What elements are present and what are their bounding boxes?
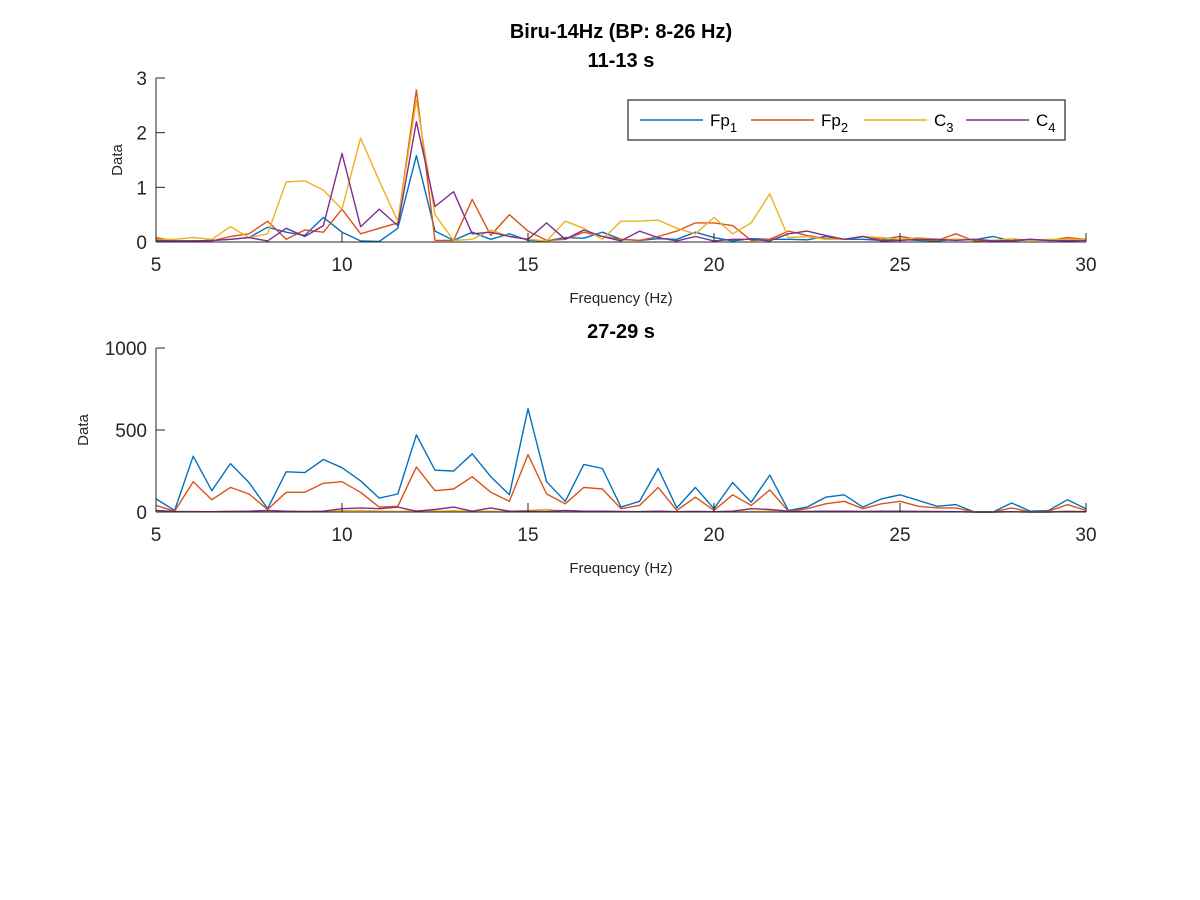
series-line-fp1-bottom [155, 408, 1087, 513]
legend-label-fp2: Fp2 [821, 111, 848, 135]
x-tick-label-bottom: 25 [889, 525, 910, 546]
legend-label-c3: C3 [934, 111, 954, 135]
subplot-top-series [155, 89, 1087, 243]
subplot-bottom-title: 27-29 s [587, 321, 655, 343]
series-line-fp2-bottom [155, 453, 1087, 513]
y-tick-label-top: 0 [136, 233, 147, 254]
subplot-top-ticks: 5 10 15 20 25 30 0 1 2 3 [136, 69, 1096, 276]
legend-label-c4: C4 [1036, 111, 1056, 135]
y-tick-label-bottom: 500 [115, 421, 147, 442]
subplot-bottom-ticks: 5 10 15 20 25 30 0 500 1000 [105, 339, 1097, 546]
x-tick-label-bottom: 10 [331, 525, 352, 546]
y-tick-label-bottom: 1000 [105, 339, 147, 360]
x-tick-label-bottom: 5 [151, 525, 162, 546]
figure-suptitle: Biru-14Hz (BP: 8-26 Hz) [510, 21, 732, 43]
subplot-top-xlabel: Frequency (Hz) [569, 290, 672, 307]
subplot-top-title: 11-13 s [588, 50, 655, 72]
x-tick-label-bottom: 20 [703, 525, 724, 546]
legend-entry-fp2: Fp2 [751, 111, 848, 135]
legend-entry-c4: C4 [966, 111, 1056, 135]
subplot-bottom-xlabel: Frequency (Hz) [569, 560, 672, 577]
legend-entry-fp1: Fp1 [640, 111, 737, 135]
y-tick-label-top: 2 [136, 124, 147, 145]
x-tick-label-top: 20 [703, 255, 724, 276]
legend-label-fp1: Fp1 [710, 111, 737, 135]
y-tick-label-top: 1 [136, 178, 147, 199]
subplot-bottom: 27-29 s 5 10 15 20 25 30 0 500 1000 Frequency (H… [75, 321, 1097, 577]
x-tick-label-top: 30 [1075, 255, 1096, 276]
x-tick-label-bottom: 30 [1075, 525, 1096, 546]
subplot-top: 11-13 s 5 10 15 20 25 30 0 1 2 3 Frequency (Hz) D… [109, 50, 1097, 307]
x-tick-label-bottom: 15 [517, 525, 538, 546]
subplot-top-ylabel: Data [109, 144, 126, 176]
x-tick-label-top: 25 [889, 255, 910, 276]
subplot-bottom-ylabel: Data [75, 414, 92, 446]
x-tick-label-top: 15 [517, 255, 538, 276]
y-tick-label-top: 3 [136, 69, 147, 90]
x-tick-label-top: 5 [151, 255, 162, 276]
y-tick-label-bottom: 0 [136, 503, 147, 524]
x-tick-label-top: 10 [331, 255, 352, 276]
legend-entry-c3: C3 [864, 111, 954, 135]
series-line-c4-top [155, 120, 1087, 242]
legend: Fp1 Fp2 C3 C4 [627, 99, 1066, 141]
series-line-fp2-top [155, 89, 1087, 242]
